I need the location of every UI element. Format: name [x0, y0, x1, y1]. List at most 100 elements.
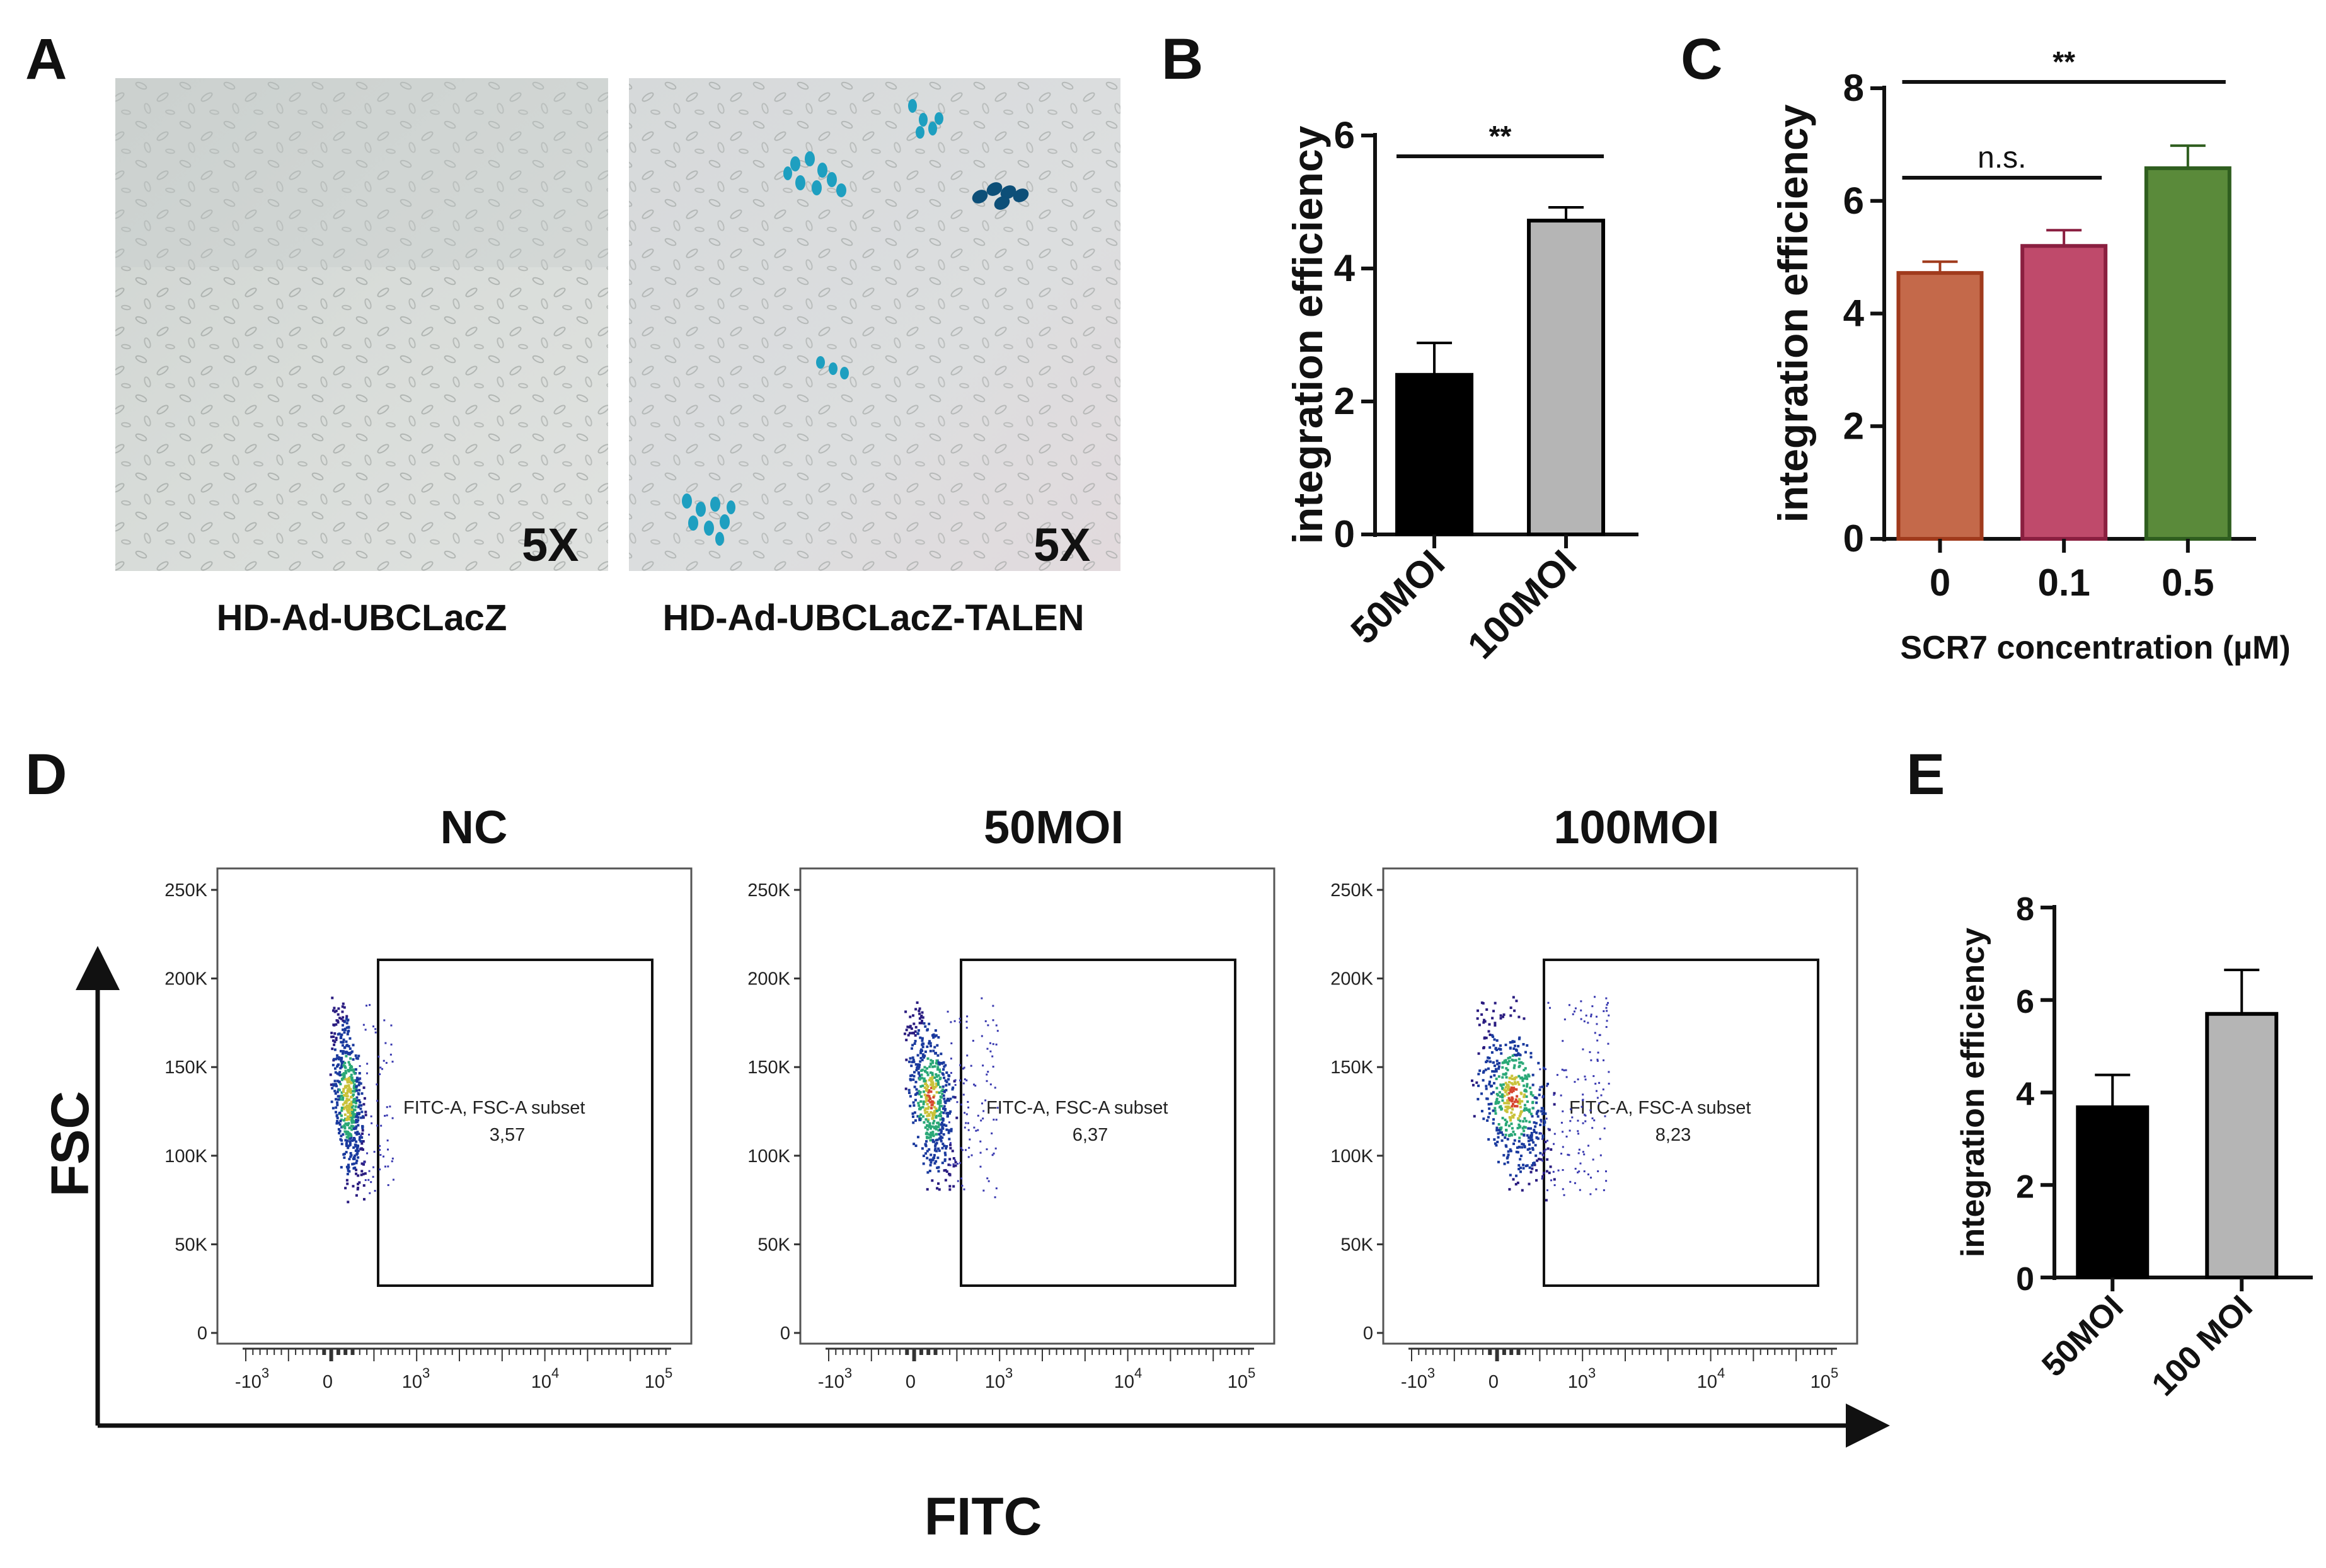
flow-event-dot — [1603, 1010, 1605, 1012]
flow-event-dot — [347, 1061, 350, 1064]
flow-event-dot — [386, 1114, 388, 1117]
flow-event-dot — [1512, 1047, 1516, 1050]
flow-event-dot — [360, 1092, 364, 1095]
flow-event-dot — [391, 1157, 394, 1160]
flow-event-dot — [914, 1098, 917, 1102]
flow-event-dot — [948, 1185, 952, 1188]
flow-event-dot — [922, 1100, 925, 1104]
flow-event-dot — [1562, 1040, 1564, 1042]
flow-event-dot — [950, 1042, 953, 1044]
flow-event-dot — [1511, 1105, 1514, 1108]
flow-event-dot — [1535, 1131, 1538, 1134]
flow-event-dot — [1493, 1038, 1496, 1041]
flow-event-dot — [959, 1079, 962, 1081]
flow-event-dot — [1477, 1052, 1480, 1055]
flow-event-dot — [1499, 1044, 1502, 1047]
flow-event-dot — [1517, 1167, 1521, 1170]
flow-event-dot — [986, 1073, 988, 1076]
flow-event-dot — [910, 1064, 913, 1068]
flow-event-dot — [941, 1085, 945, 1088]
flow-event-dot — [936, 1066, 940, 1069]
flow-event-dot — [340, 1059, 343, 1062]
flow-x-tick-label: 103 — [985, 1365, 1013, 1392]
flow-event-dot — [1475, 1081, 1478, 1084]
flow-event-dot — [931, 1083, 935, 1086]
flow-y-tick-label: 100K — [1330, 1146, 1373, 1167]
flow-event-dot — [927, 1091, 930, 1094]
flow-event-dot — [1578, 1170, 1580, 1173]
flow-event-dot — [1590, 1015, 1592, 1018]
y-axis-title: integration efficiency — [1284, 125, 1331, 544]
flow-event-dot — [376, 1083, 378, 1086]
flow-event-dot — [1501, 1133, 1504, 1136]
flow-event-dot — [346, 1133, 349, 1136]
flow-event-dot — [1539, 1123, 1542, 1126]
flow-event-dot — [346, 1032, 349, 1035]
flow-event-dot — [1513, 1081, 1516, 1084]
flow-event-dot — [1509, 1119, 1512, 1122]
flow-gate — [377, 959, 653, 1287]
flow-event-dot — [1532, 1141, 1535, 1144]
flow-event-dot — [911, 1056, 914, 1059]
flow-event-dot — [1497, 1160, 1500, 1163]
flow-event-dot — [933, 1110, 936, 1113]
flow-event-dot — [1533, 1121, 1536, 1124]
flow-event-dot — [347, 1026, 350, 1029]
flow-event-dot — [1597, 1170, 1599, 1172]
flow-event-dot — [924, 1050, 927, 1053]
flow-y-tick-label: 50K — [757, 1235, 790, 1255]
flow-event-dot — [996, 1107, 999, 1109]
flow-event-dot — [1526, 1100, 1529, 1104]
flow-event-dot — [926, 1071, 929, 1075]
flow-event-dot — [1494, 1102, 1497, 1105]
flow-event-dot — [1514, 1076, 1517, 1080]
flow-event-dot — [977, 1114, 979, 1117]
flow-event-dot — [345, 1085, 348, 1088]
flow-event-dot — [348, 1086, 351, 1089]
flow-event-dot — [1508, 1115, 1511, 1119]
flow-event-dot — [363, 1162, 366, 1164]
flow-event-dot — [1595, 1090, 1598, 1092]
flow-event-dot — [1582, 1093, 1584, 1096]
flow-event-dot — [352, 1044, 355, 1047]
flow-event-dot — [947, 1131, 950, 1134]
flow-event-dot — [344, 1051, 347, 1054]
flow-event-dot — [931, 1131, 935, 1134]
flow-event-dot — [362, 1173, 365, 1176]
flow-event-dot — [1523, 1117, 1526, 1120]
flow-event-dot — [921, 1042, 924, 1046]
flow-event-dot — [931, 1060, 935, 1063]
flow-event-dot — [932, 1049, 935, 1052]
flow-event-dot — [929, 1042, 932, 1045]
y-tick-label: 2 — [2016, 1168, 2034, 1205]
flow-event-dot — [1528, 1166, 1531, 1169]
flow-event-dot — [989, 1083, 992, 1086]
flow-event-dot — [345, 1144, 348, 1148]
flow-event-dot — [1596, 1039, 1599, 1042]
flow-event-dot — [1534, 1096, 1537, 1099]
flow-event-dot — [337, 1095, 340, 1098]
flow-event-dot — [928, 1169, 931, 1172]
flow-event-dot — [1518, 1146, 1521, 1149]
flow-event-dot — [338, 1074, 342, 1077]
flow-event-dot — [1584, 1114, 1586, 1116]
flow-event-dot — [940, 1131, 943, 1134]
flow-event-dot — [924, 1083, 927, 1086]
flow-event-dot — [1510, 1081, 1513, 1085]
flow-event-dot — [1535, 1112, 1538, 1115]
flow-event-dot — [923, 1077, 926, 1080]
flow-event-dot — [1545, 1199, 1548, 1202]
flow-event-dot — [1509, 1173, 1512, 1177]
flow-event-dot — [1537, 1109, 1540, 1112]
flow-event-dot — [350, 1066, 354, 1069]
x-tick-label-100 MOI: 100 MOI — [2145, 1288, 2260, 1403]
flow-event-dot — [1583, 1020, 1586, 1023]
flow-event-dot — [1502, 1083, 1505, 1086]
flow-event-dot — [905, 1039, 908, 1042]
flow-event-dot — [1494, 1068, 1497, 1071]
flow-event-dot — [965, 1113, 968, 1115]
flow-event-dot — [1563, 1194, 1565, 1196]
flow-event-dot — [329, 1073, 332, 1076]
